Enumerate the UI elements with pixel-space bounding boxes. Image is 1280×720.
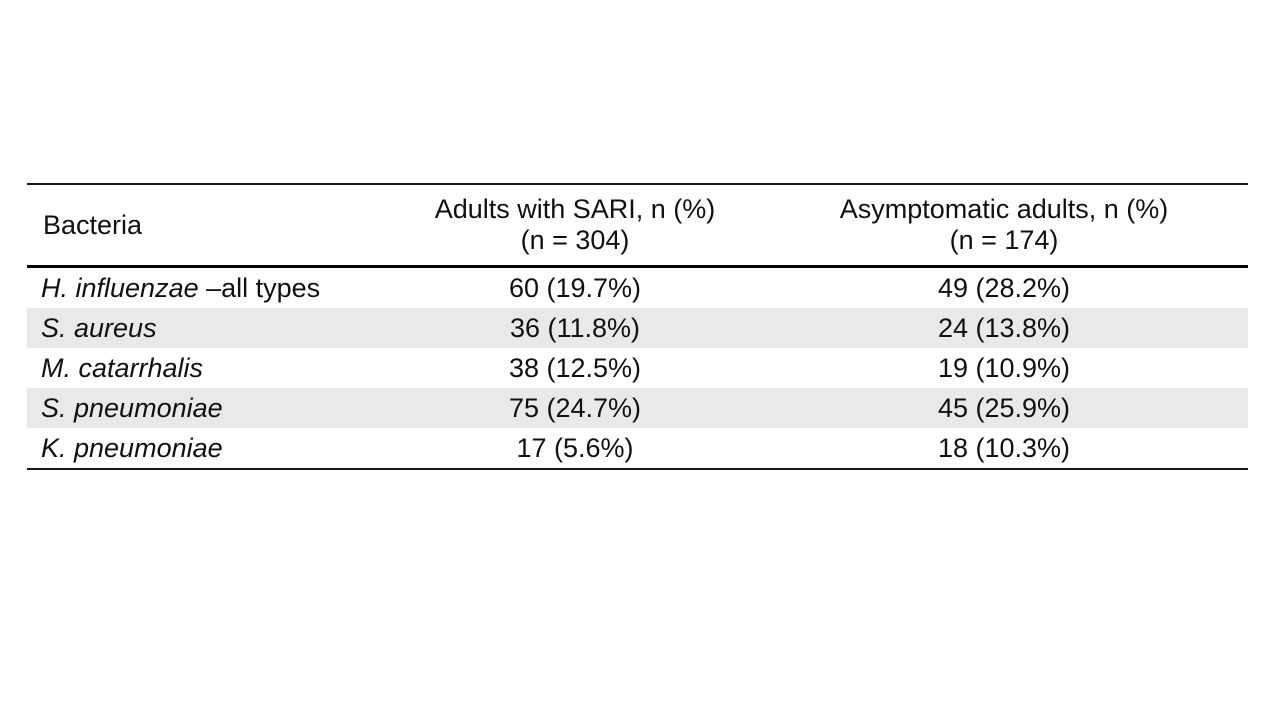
asymptomatic-value: 18 (10.3%) xyxy=(937,432,1071,463)
table-row: S. aureus 36 (11.8%) 24 (13.8%) xyxy=(27,308,1248,348)
bacteria-name: H. influenzae xyxy=(41,272,199,303)
asymptomatic-value: 19 (10.9%) xyxy=(937,352,1071,383)
asymptomatic-value: 45 (25.9%) xyxy=(937,392,1071,423)
col-header-asymptomatic: Asymptomatic adults, n (%) (n = 174) xyxy=(760,184,1248,268)
bacteria-prevalence-table: Bacteria Adults with SARI, n (%) (n = 30… xyxy=(27,183,1248,470)
table-row: S. pneumoniae 75 (24.7%) 45 (25.9%) xyxy=(27,388,1248,428)
sari-value: 36 (11.8%) xyxy=(509,312,641,343)
col-header-asymptomatic-label: Asymptomatic adults, n (%) xyxy=(839,194,1169,224)
bacteria-name-suffix: –all types xyxy=(198,272,321,303)
table-row: M. catarrhalis 38 (12.5%) 19 (10.9%) xyxy=(27,348,1248,388)
col-header-bacteria-label: Bacteria xyxy=(43,209,143,240)
sari-value: 75 (24.7%) xyxy=(508,392,642,423)
header-row: Bacteria Adults with SARI, n (%) (n = 30… xyxy=(27,184,1248,268)
bacteria-name: M. catarrhalis xyxy=(41,352,204,383)
asymptomatic-value: 24 (13.8%) xyxy=(937,312,1071,343)
asymptomatic-value: 49 (28.2%) xyxy=(937,272,1071,303)
col-header-sari: Adults with SARI, n (%) (n = 304) xyxy=(390,184,760,268)
bacteria-name-cell: M. catarrhalis xyxy=(27,348,390,388)
bacteria-name-cell: S. pneumoniae xyxy=(27,388,390,428)
sari-value: 38 (12.5%) xyxy=(508,352,642,383)
sari-value: 17 (5.6%) xyxy=(516,432,634,463)
bacteria-name-cell: K. pneumoniae xyxy=(27,428,390,469)
col-header-sari-label: Adults with SARI, n (%) xyxy=(434,194,716,224)
bacteria-name: K. pneumoniae xyxy=(41,432,223,463)
table-row: H. influenzae –all types 60 (19.7%) 49 (… xyxy=(27,267,1248,309)
col-header-sari-count: (n = 304) xyxy=(520,225,630,255)
bacteria-name: S. aureus xyxy=(41,312,157,343)
bacteria-name: S. pneumoniae xyxy=(41,392,223,423)
col-header-asymptomatic-count: (n = 174) xyxy=(949,225,1059,255)
bacteria-name-cell: S. aureus xyxy=(27,308,390,348)
col-header-bacteria: Bacteria xyxy=(27,184,390,268)
table-row: K. pneumoniae 17 (5.6%) 18 (10.3%) xyxy=(27,428,1248,469)
sari-value: 60 (19.7%) xyxy=(508,272,642,303)
bacteria-name-cell: H. influenzae –all types xyxy=(27,267,390,309)
